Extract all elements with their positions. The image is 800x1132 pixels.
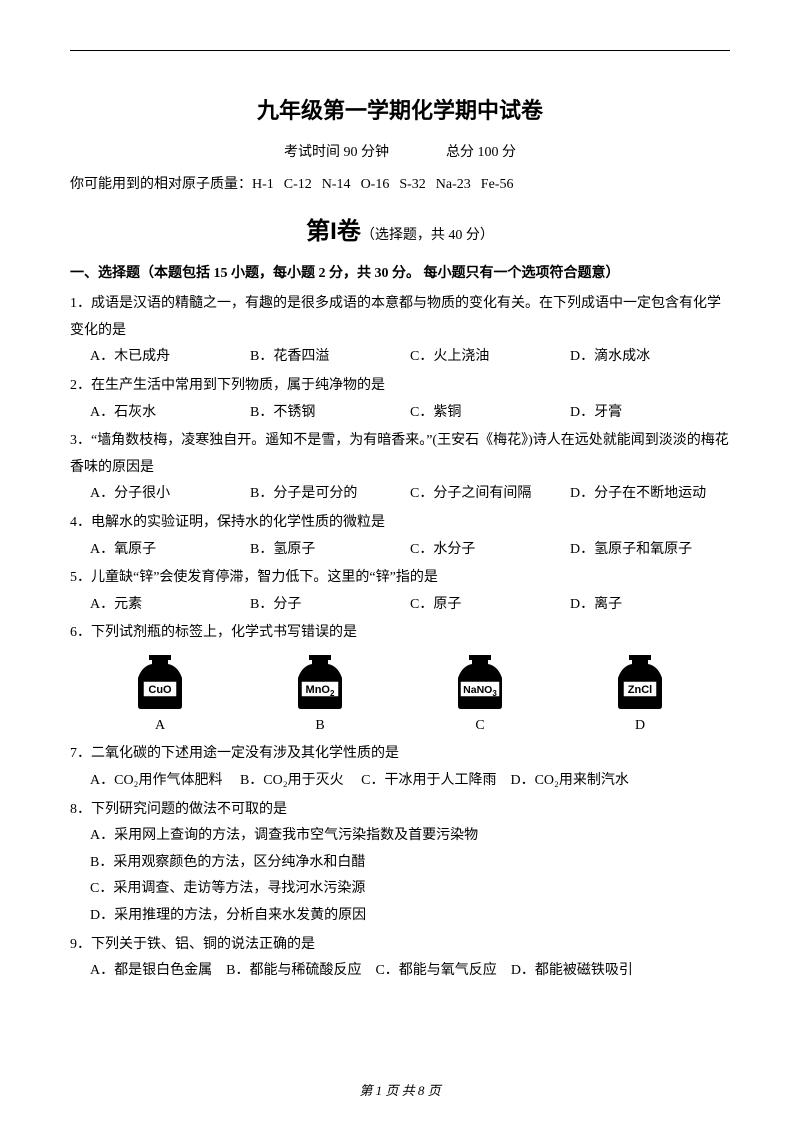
q1-options: A．木已成舟 B．花香四溢 C．火上浇油 D．滴水成冰: [70, 344, 730, 371]
question-4: 4．电解水的实验证明，保持水的化学性质的微粒是 A．氧原子 B．氢原子 C．水分…: [70, 510, 730, 563]
bottle-icon: ZnCl: [605, 651, 675, 711]
top-rule: [70, 50, 730, 51]
section-big: 第I卷: [306, 218, 361, 245]
question-3: 3．“墙角数枝梅，凌寒独自开。遥知不是雪，为有暗香来。”(王安石《梅花》)诗人在…: [70, 428, 730, 508]
exam-title: 九年级第一学期化学期中试卷: [70, 90, 730, 132]
question-2: 2．在生产生活中常用到下列物质，属于纯净物的是 A．石灰水 B．不锈钢 C．紫铜…: [70, 373, 730, 426]
bottle-b: MnO2: [240, 651, 400, 711]
question-1: 1．成语是汉语的精髓之一，有趣的是很多成语的本意都与物质的变化有关。在下列成语中…: [70, 291, 730, 371]
total-score: 总分 100 分: [446, 145, 516, 160]
q5-options: A．元素 B．分子 C．原子 D．离子: [70, 592, 730, 619]
atomic-masses: 你可能用到的相对原子质量：H-1C-12N-14O-16S-32Na-23Fe-…: [70, 172, 730, 199]
bottle-a: CuO: [80, 651, 240, 711]
q2-options: A．石灰水 B．不锈钢 C．紫铜 D．牙膏: [70, 400, 730, 427]
bottle-c: NaNO3: [400, 651, 560, 711]
section-heading: 第I卷（选择题，共 40 分）: [70, 209, 730, 255]
bottle-icon: CuO: [125, 651, 195, 711]
bottle-icon: MnO2: [285, 651, 355, 711]
bottle-row: CuO MnO2 NaNO3 ZnCl: [70, 647, 730, 711]
svg-text:CuO: CuO: [148, 684, 172, 696]
question-8: 8．下列研究问题的做法不可取的是 A．采用网上查询的方法，调查我市空气污染指数及…: [70, 797, 730, 930]
q8-options: A．采用网上查询的方法，调查我市空气污染指数及首要污染物 B．采用观察颜色的方法…: [70, 823, 730, 929]
exam-time: 考试时间 90 分钟: [284, 145, 389, 160]
bottle-icon: NaNO3: [445, 651, 515, 711]
page-footer: 第 1 页 共 8 页: [0, 1079, 800, 1104]
question-5: 5．儿童缺“锌”会使发育停滞，智力低下。这里的“锌”指的是 A．元素 B．分子 …: [70, 565, 730, 618]
q3-options: A．分子很小 B．分子是可分的 C．分子之间有间隔 D．分子在不断地运动: [70, 481, 730, 508]
bottle-labels: A B C D: [70, 713, 730, 740]
svg-text:ZnCl: ZnCl: [628, 684, 652, 696]
q4-options: A．氧原子 B．氢原子 C．水分子 D．氢原子和氧原子: [70, 537, 730, 564]
question-9: 9．下列关于铁、铝、铜的说法正确的是 A．都是银白色金属 B．都能与稀硫酸反应 …: [70, 932, 730, 985]
question-6: 6．下列试剂瓶的标签上，化学式书写错误的是 CuO MnO2 NaNO3: [70, 620, 730, 739]
q9-options: A．都是银白色金属 B．都能与稀硫酸反应 C．都能与氧气反应 D．都能被磁铁吸引: [70, 958, 730, 985]
part1-header: 一、选择题（本题包括 15 小题，每小题 2 分，共 30 分。 每小题只有一个…: [70, 261, 730, 288]
q7-options: A．CO₂用作气体肥料 B．CO₂用于灭火 C．干冰用于人工降雨 D．CO₂用来…: [70, 768, 730, 795]
bottle-d: ZnCl: [560, 651, 720, 711]
section-note: （选择题，共 40 分）: [361, 228, 494, 243]
question-7: 7．二氧化碳的下述用途一定没有涉及其化学性质的是 A．CO₂用作气体肥料 B．C…: [70, 741, 730, 794]
svg-text:NaNO3: NaNO3: [463, 684, 497, 698]
atomic-prefix: 你可能用到的相对原子质量：: [70, 177, 252, 192]
exam-meta: 考试时间 90 分钟 总分 100 分: [70, 140, 730, 167]
